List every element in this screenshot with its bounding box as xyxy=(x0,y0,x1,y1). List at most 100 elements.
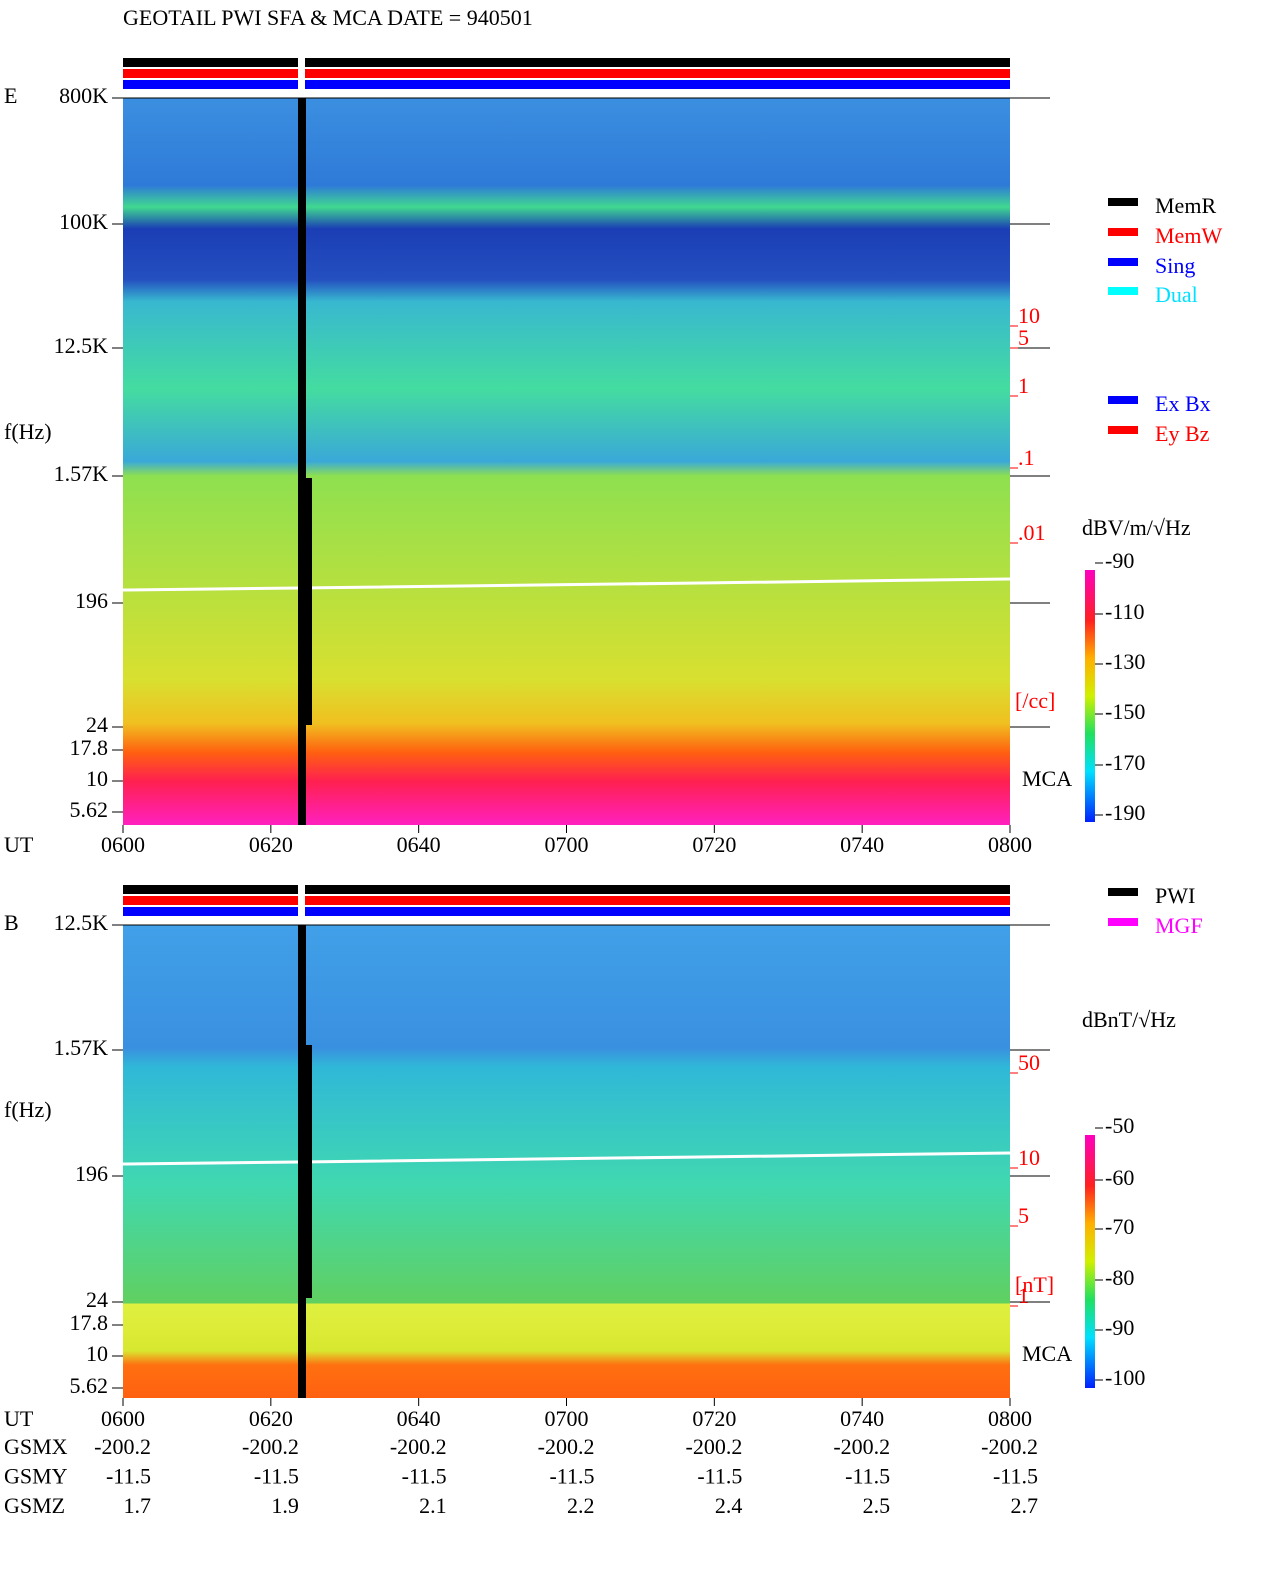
x-tick-label: 0600 xyxy=(101,832,145,857)
density-label: .1 xyxy=(1018,445,1035,470)
legend-swatch xyxy=(1108,258,1138,266)
x-tick-label: 0740 xyxy=(840,1406,884,1431)
y-tick-label: 12.5K xyxy=(54,333,109,358)
orbit-label: GSMX xyxy=(4,1434,68,1459)
panel-label: E xyxy=(4,83,17,108)
x-tick-label: 0720 xyxy=(692,832,736,857)
density-label: 10 xyxy=(1018,1145,1040,1170)
orbit-value: -11.5 xyxy=(993,1464,1038,1489)
x-tick-label: 0620 xyxy=(249,832,293,857)
legend-swatch xyxy=(1108,198,1138,206)
colorbar-tick-label: -150 xyxy=(1105,699,1145,724)
y-tick-label: 5.62 xyxy=(70,1373,109,1398)
x-tick-label: 0600 xyxy=(101,1406,145,1431)
legend-swatch xyxy=(1108,396,1138,404)
colorbar-tick-label: -70 xyxy=(1105,1214,1134,1239)
y-axis-label: f(Hz) xyxy=(4,1097,52,1122)
orbit-value: -200.2 xyxy=(242,1434,299,1459)
title: GEOTAIL PWI SFA & MCA DATE = 940501 xyxy=(123,5,533,30)
colorbar-tick-label: -130 xyxy=(1105,649,1145,674)
density-unit: [/cc] xyxy=(1015,688,1055,713)
data-gap-wedge xyxy=(304,478,312,725)
colorbar xyxy=(1085,570,1095,822)
legend-swatch xyxy=(1108,228,1138,236)
orbit-label: GSMZ xyxy=(4,1493,65,1518)
orbit-value: -11.5 xyxy=(845,1464,890,1489)
orbit-label: GSMY xyxy=(4,1464,68,1489)
legend-label: Ex Bx xyxy=(1155,391,1211,416)
density-unit: [nT] xyxy=(1015,1272,1054,1297)
x-tick-label: 0640 xyxy=(397,832,441,857)
density-label: 5 xyxy=(1018,325,1029,350)
orbit-value: -11.5 xyxy=(254,1464,299,1489)
orbit-value: -11.5 xyxy=(549,1464,594,1489)
y-tick-label: 5.62 xyxy=(70,797,109,822)
status-bar xyxy=(123,58,1010,67)
colorbar-tick-label: -90 xyxy=(1105,548,1134,573)
x-tick-label: 0640 xyxy=(397,1406,441,1431)
y-tick-label: 1.57K xyxy=(54,461,109,486)
orbit-value: 2.4 xyxy=(715,1493,743,1518)
mca-label: MCA xyxy=(1022,1341,1072,1366)
orbit-value: -200.2 xyxy=(686,1434,743,1459)
status-gap xyxy=(298,58,305,89)
y-tick-label: 24 xyxy=(86,1287,108,1312)
colorbar-tick-label: -100 xyxy=(1105,1365,1145,1390)
status-gap xyxy=(298,885,305,916)
y-tick-label: 800K xyxy=(59,83,108,108)
y-tick-label: 17.8 xyxy=(70,1310,109,1335)
data-gap-wedge xyxy=(304,1045,312,1298)
colorbar-tick-label: -90 xyxy=(1105,1315,1134,1340)
y-tick-label: 196 xyxy=(75,588,108,613)
x-tick-label: 0620 xyxy=(249,1406,293,1431)
spectrogram xyxy=(123,98,1010,825)
mca-label: MCA xyxy=(1022,766,1072,791)
density-label: 1 xyxy=(1018,373,1029,398)
legend-label: Dual xyxy=(1155,282,1198,307)
orbit-value: -11.5 xyxy=(697,1464,742,1489)
orbit-value: 2.2 xyxy=(567,1493,595,1518)
status-bar xyxy=(123,885,1010,894)
status-bar xyxy=(123,80,1010,89)
density-label: 1 xyxy=(1018,1283,1029,1308)
orbit-value: 2.1 xyxy=(419,1493,447,1518)
legend-label: MemR xyxy=(1155,193,1216,218)
colorbar-tick-label: -110 xyxy=(1105,599,1145,624)
legend-swatch xyxy=(1108,888,1138,896)
orbit-value: 2.7 xyxy=(1011,1493,1039,1518)
x-tick-label: 0800 xyxy=(988,832,1032,857)
colorbar-tick-label: -170 xyxy=(1105,750,1145,775)
y-tick-label: 24 xyxy=(86,712,108,737)
y-tick-label: 12.5K xyxy=(54,910,109,935)
colorbar-tick-label: -80 xyxy=(1105,1265,1134,1290)
orbit-value: -200.2 xyxy=(390,1434,447,1459)
x-tick-label: 0700 xyxy=(545,1406,589,1431)
legend-label: PWI xyxy=(1155,883,1195,908)
density-label: 5 xyxy=(1018,1203,1029,1228)
y-tick-label: 10 xyxy=(86,1341,108,1366)
orbit-value: 1.9 xyxy=(271,1493,299,1518)
x-axis-label: UT xyxy=(4,832,34,857)
legend-label: Sing xyxy=(1155,253,1195,278)
orbit-value: 1.7 xyxy=(124,1493,152,1518)
orbit-value: -200.2 xyxy=(94,1434,151,1459)
legend-swatch xyxy=(1108,918,1138,926)
legend-label: MGF xyxy=(1155,913,1203,938)
status-bar xyxy=(123,907,1010,916)
y-tick-label: 1.57K xyxy=(54,1035,109,1060)
orbit-value: -11.5 xyxy=(402,1464,447,1489)
orbit-value: -200.2 xyxy=(833,1434,890,1459)
orbit-value: 2.5 xyxy=(863,1493,891,1518)
orbit-value: -11.5 xyxy=(106,1464,151,1489)
colorbar-unit: dBnT/√Hz xyxy=(1082,1007,1176,1032)
x-tick-label: 0700 xyxy=(545,832,589,857)
y-tick-label: 17.8 xyxy=(70,735,109,760)
legend-label: MemW xyxy=(1155,223,1222,248)
legend-swatch xyxy=(1108,287,1138,295)
y-tick-label: 10 xyxy=(86,766,108,791)
legend-label: Ey Bz xyxy=(1155,421,1210,446)
orbit-value: -200.2 xyxy=(981,1434,1038,1459)
colorbar xyxy=(1085,1135,1095,1388)
colorbar-tick-label: -60 xyxy=(1105,1165,1134,1190)
